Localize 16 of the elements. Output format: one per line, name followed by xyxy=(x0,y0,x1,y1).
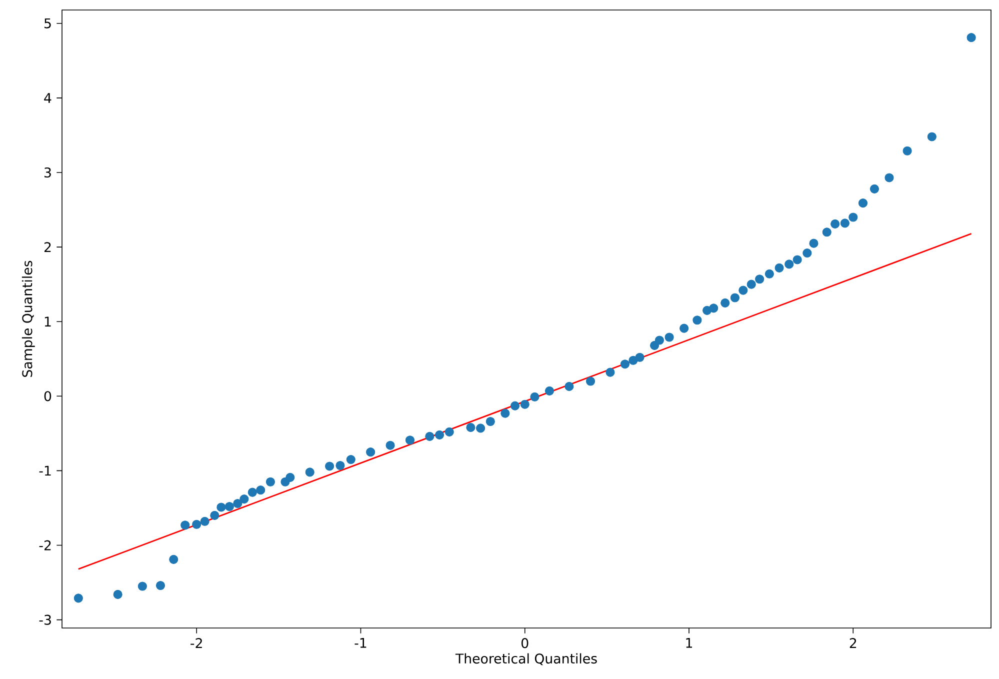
y-tick-label: -1 xyxy=(39,466,51,476)
y-tick-label: 1 xyxy=(44,316,51,326)
x-tick-label: -2 xyxy=(190,638,202,648)
y-tick-label: 5 xyxy=(44,18,51,28)
x-axis-title: Theoretical Quantiles xyxy=(455,653,597,666)
y-tick-label: 3 xyxy=(44,167,51,178)
x-tick-label: 2 xyxy=(850,638,856,648)
x-tick-label: 1 xyxy=(686,638,692,648)
x-tick-label: 0 xyxy=(522,638,528,648)
y-tick-label: 0 xyxy=(44,391,52,402)
y-tick-label: 2 xyxy=(44,242,51,252)
x-tick-label: -1 xyxy=(354,638,366,648)
y-tick-label: 4 xyxy=(44,93,52,103)
y-tick-label: -3 xyxy=(39,614,51,625)
y-axis-title: Sample Quantiles xyxy=(22,260,35,377)
y-tick-label: -2 xyxy=(39,540,51,550)
